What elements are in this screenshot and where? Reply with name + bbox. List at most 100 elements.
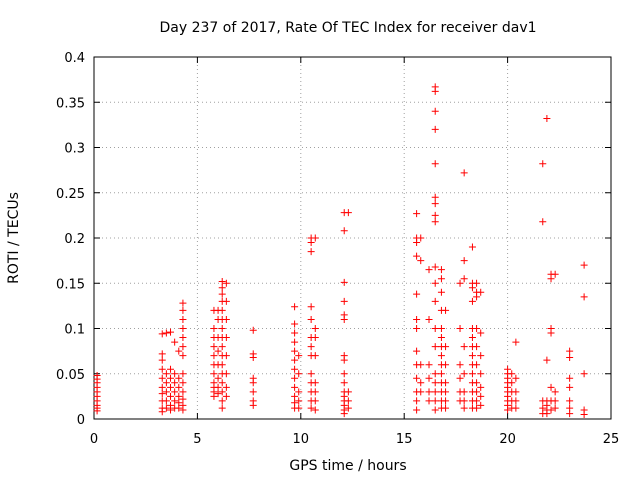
data-point [508,379,516,387]
data-point [179,315,187,323]
data-point [442,306,450,314]
data-point [344,397,352,405]
data-point [512,397,520,405]
data-point [218,306,226,314]
data-point [175,404,183,412]
data-point [566,383,574,391]
data-point [311,352,319,360]
data-point [249,353,257,361]
data-point [179,352,187,360]
data-point [222,370,230,378]
data-point [413,374,421,382]
data-point [431,160,439,168]
data-point [311,234,319,242]
data-point [477,370,485,378]
data-point [179,406,187,414]
x-tick-label: 10 [293,432,310,447]
data-point [431,397,439,405]
data-point [311,388,319,396]
data-point [307,248,315,256]
data-point [473,379,481,387]
data-point [473,325,481,332]
data-point [175,392,183,400]
data-point [344,404,352,412]
data-point [460,257,468,265]
data-point [291,374,299,382]
data-point [512,374,520,382]
data-point [566,374,574,382]
data-point [167,406,175,414]
data-point [477,352,485,360]
data-point [218,361,226,369]
data-point [431,193,439,201]
data-point [291,392,299,400]
data-point [307,370,315,378]
data-point [431,343,439,351]
data-point [167,365,175,373]
data-point [566,397,574,405]
data-point [222,392,230,400]
data-point [431,406,439,414]
data-point [468,243,476,251]
data-point [580,261,588,269]
data-point [214,347,222,355]
data-point [344,209,352,217]
data-point [431,211,439,219]
y-axis: 0 0.05 0.1 0.15 0.2 0.25 0.3 0.35 0.4 [56,51,611,428]
data-point [307,404,315,412]
data-point [179,379,187,387]
data-point [214,374,222,382]
data-point [218,397,226,405]
data-point [162,388,170,396]
data-point [291,303,299,311]
data-point [425,374,433,382]
x-tick-label: 25 [603,432,620,447]
data-point [291,338,299,346]
data-point [437,325,445,332]
data-point [214,390,222,398]
data-point [340,297,348,305]
data-point [179,325,187,332]
x-tick-label: 0 [90,432,98,447]
data-point [175,383,183,391]
data-point [179,299,187,307]
data-point [158,350,166,358]
x-axis: 0 5 10 15 20 25 [90,57,619,447]
y-tick-label: 0 [77,413,85,428]
data-point [179,370,187,378]
grid [94,57,611,419]
data-point [167,328,175,336]
data-point [295,388,303,396]
data-point [158,356,166,364]
data-point [543,410,551,418]
data-point [551,397,559,405]
data-point [413,347,421,355]
data-point [580,370,588,378]
y-tick-label: 0.25 [56,187,85,202]
data-point [340,227,348,235]
data-point [442,343,450,351]
data-point [437,334,445,342]
data-point [210,392,218,400]
data-point [167,392,175,400]
data-point [179,334,187,342]
data-point [311,325,319,332]
data-point [442,388,450,396]
data-point [417,379,425,387]
data-point [473,361,481,369]
data-point [551,270,559,278]
data-point [210,325,218,332]
data-point [158,330,166,338]
x-tick-label: 20 [499,432,516,447]
data-point [413,210,421,218]
data-point [425,315,433,323]
data-point [218,284,226,292]
data-point [477,383,485,391]
data-point [218,343,226,351]
data-point [437,275,445,283]
y-tick-label: 0.4 [64,51,85,66]
data-point [456,374,464,382]
data-point [551,404,559,412]
data-point [508,370,516,378]
data-point [158,365,166,373]
